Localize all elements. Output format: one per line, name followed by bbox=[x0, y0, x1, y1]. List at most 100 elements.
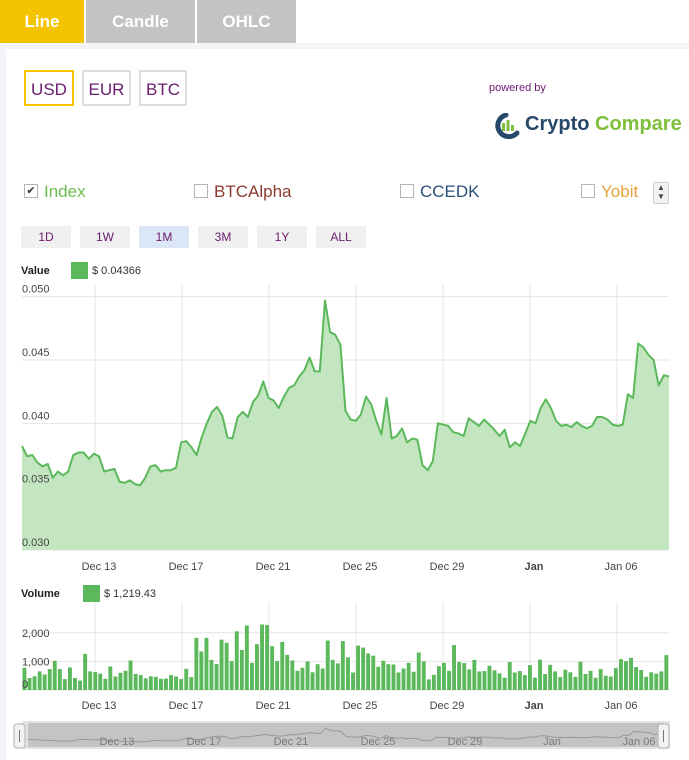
volume-bar bbox=[280, 641, 285, 690]
price-chart[interactable]: 0.030 0.035 0.040 0.045 0.050 Dec 13 Dec 17 Dec… bbox=[0, 278, 689, 578]
price-line bbox=[21, 299, 670, 487]
volume-bar bbox=[624, 661, 628, 690]
x-tick-label: Dec 17 bbox=[169, 561, 204, 573]
volume-bar bbox=[330, 659, 335, 690]
volume-bar bbox=[42, 674, 47, 690]
navigator-tick-label: Dec 21 bbox=[274, 736, 309, 748]
exchange-yobit-toggle[interactable]: Yobit bbox=[581, 182, 638, 202]
navigator-scrollbar[interactable]: Dec 13 Dec 17 Dec 21 Dec 25 Dec 29 Jan Jan 06 bbox=[0, 718, 689, 760]
volume-legend-swatch bbox=[83, 585, 100, 602]
volume-bar bbox=[270, 646, 275, 690]
volume-bar bbox=[613, 668, 618, 690]
period-1w-button[interactable]: 1W bbox=[80, 226, 130, 248]
exchange-index-label: Index bbox=[44, 182, 86, 201]
x-tick-label: Dec 17 bbox=[169, 700, 204, 712]
tab-line[interactable]: Line bbox=[0, 0, 84, 43]
volume-bar bbox=[457, 662, 462, 690]
volume-bar bbox=[275, 661, 280, 690]
navigator-tick-label: Jan 06 bbox=[622, 736, 655, 748]
navigator-tick-label: Jan bbox=[543, 736, 561, 748]
y-tick-label: 0.050 bbox=[22, 284, 50, 296]
volume-bar bbox=[467, 669, 472, 690]
navigator-selection[interactable] bbox=[28, 723, 664, 747]
volume-bar bbox=[442, 662, 446, 690]
cryptocompare-logo[interactable]: Crypto Compare bbox=[525, 113, 682, 136]
volume-bar bbox=[356, 645, 360, 690]
volume-bar bbox=[47, 669, 52, 690]
volume-bar bbox=[406, 662, 411, 690]
navigator-tick-label: Dec 25 bbox=[361, 736, 396, 748]
volume-bar bbox=[143, 678, 148, 690]
volume-bar bbox=[517, 671, 522, 690]
checkbox-icon[interactable] bbox=[581, 183, 595, 198]
volume-legend-label: Volume bbox=[21, 588, 60, 600]
volume-bar bbox=[164, 678, 168, 690]
volume-bar bbox=[179, 679, 184, 690]
volume-bar bbox=[507, 662, 512, 690]
volume-bar bbox=[315, 664, 320, 690]
y-tick-label: 2,000 bbox=[22, 628, 50, 640]
value-legend-label: Value bbox=[21, 265, 50, 277]
volume-bar bbox=[654, 673, 659, 690]
volume-bar bbox=[234, 631, 239, 690]
period-1y-button[interactable]: 1Y bbox=[257, 226, 307, 248]
volume-bar bbox=[204, 637, 209, 690]
volume-bar bbox=[169, 675, 173, 690]
exchange-scroll-spinner[interactable]: ▲ ▼ bbox=[653, 182, 669, 204]
volume-bar bbox=[437, 666, 441, 690]
volume-bar bbox=[421, 661, 426, 690]
volume-bar bbox=[68, 667, 72, 690]
navigator-tick-label: Dec 13 bbox=[100, 736, 135, 748]
currency-eur-button[interactable]: EUR bbox=[82, 70, 131, 106]
volume-bar bbox=[583, 674, 588, 690]
volume-bar bbox=[512, 672, 517, 690]
volume-bar bbox=[603, 675, 608, 690]
volume-bar bbox=[300, 667, 305, 690]
exchange-btcalpha-toggle[interactable]: BTCAlpha bbox=[194, 182, 291, 202]
volume-bar bbox=[381, 660, 386, 690]
chevron-down-icon[interactable]: ▼ bbox=[657, 192, 665, 201]
volume-bar bbox=[103, 678, 108, 690]
volume-bar bbox=[558, 677, 563, 690]
volume-bar bbox=[426, 679, 431, 690]
volume-bar bbox=[128, 660, 133, 690]
chevron-up-icon[interactable]: ▲ bbox=[657, 183, 665, 192]
volume-bar bbox=[199, 651, 204, 690]
cryptocompare-logo-icon bbox=[495, 113, 520, 139]
volume-bar bbox=[27, 678, 32, 690]
x-tick-label: Dec 13 bbox=[82, 700, 117, 712]
checkbox-icon[interactable] bbox=[400, 183, 414, 198]
exchange-ccedk-toggle[interactable]: CCEDK bbox=[400, 182, 480, 202]
volume-bar bbox=[194, 637, 199, 690]
currency-btc-button[interactable]: BTC bbox=[139, 70, 187, 106]
volume-bar bbox=[184, 668, 189, 690]
period-1m-button[interactable]: 1M bbox=[139, 226, 189, 248]
y-tick-label: 0.030 bbox=[22, 537, 50, 549]
volume-bar bbox=[219, 639, 224, 690]
checkbox-icon[interactable] bbox=[194, 183, 208, 198]
volume-bar bbox=[98, 673, 103, 690]
checkbox-checked-icon[interactable]: ✔ bbox=[24, 183, 38, 198]
volume-bar bbox=[548, 664, 553, 690]
volume-bar bbox=[634, 667, 638, 690]
volume-bar bbox=[351, 672, 355, 690]
volume-bar bbox=[497, 673, 502, 690]
tab-candle[interactable]: Candle bbox=[86, 0, 195, 43]
exchange-index-toggle[interactable]: ✔ Index bbox=[24, 182, 86, 202]
volume-bar bbox=[411, 671, 416, 690]
volume-bar bbox=[598, 669, 603, 690]
tab-ohlc[interactable]: OHLC bbox=[197, 0, 296, 43]
currency-usd-button[interactable]: USD bbox=[24, 70, 74, 106]
period-1d-button[interactable]: 1D bbox=[21, 226, 71, 248]
volume-bar bbox=[83, 653, 88, 690]
x-tick-label: Dec 29 bbox=[430, 700, 465, 712]
value-legend-value: $ 0.04366 bbox=[92, 265, 141, 277]
volume-chart[interactable]: 0 1,000 2,000 Dec 13 Dec 17 Dec 21 Dec 25 Dec 2… bbox=[0, 600, 689, 718]
volume-bar bbox=[159, 678, 163, 690]
powered-by-label: powered by bbox=[489, 82, 546, 94]
x-tick-label: Jan 06 bbox=[604, 700, 637, 712]
period-3m-button[interactable]: 3M bbox=[198, 226, 248, 248]
volume-bar bbox=[325, 640, 330, 690]
volume-bar bbox=[265, 625, 269, 690]
period-all-button[interactable]: ALL bbox=[316, 226, 366, 248]
